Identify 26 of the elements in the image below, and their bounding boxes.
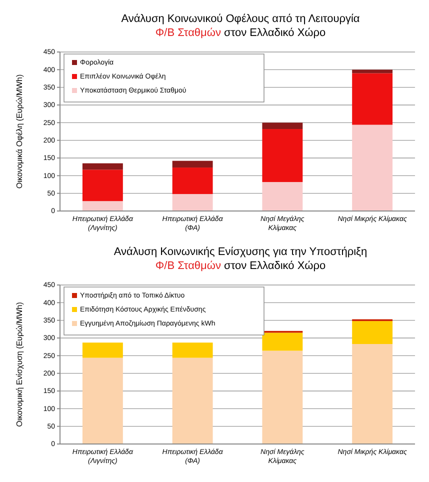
bar <box>352 344 393 444</box>
bar <box>172 168 213 194</box>
bar <box>82 342 123 358</box>
bar <box>82 170 123 202</box>
bar <box>352 124 393 211</box>
bar <box>262 122 303 130</box>
y-axis-title: Οικονομική Ενίσχυση (Ευρώ/MWh) <box>15 302 24 427</box>
bar <box>262 332 303 351</box>
bar <box>172 160 213 168</box>
y-axis-title: Οικονομικά Οφέλη (Ευρώ/MWh) <box>15 74 24 189</box>
bar <box>352 321 393 344</box>
bar <box>262 182 303 211</box>
bar <box>82 163 123 170</box>
bar <box>352 73 393 125</box>
bar <box>172 342 213 358</box>
bar <box>352 70 393 74</box>
chart-subtitle: Φ/Β Σταθμών στον Ελλαδικό Χώρο <box>155 260 326 272</box>
bar <box>172 194 213 211</box>
bar <box>82 358 123 444</box>
chart-title: Ανάλυση Κοινωνικής Ενίσχυσης για την Υποστήριξη <box>114 246 368 258</box>
chart-subtitle: Φ/Β Σταθμών στον Ελλαδικό Χώρο <box>155 27 326 39</box>
bar <box>262 350 303 444</box>
chart-title: Ανάλυση Κοινωνικού Οφέλους από τη Λειτουργία <box>121 13 360 25</box>
bar <box>262 129 303 182</box>
bar <box>172 358 213 444</box>
bar <box>82 201 123 211</box>
